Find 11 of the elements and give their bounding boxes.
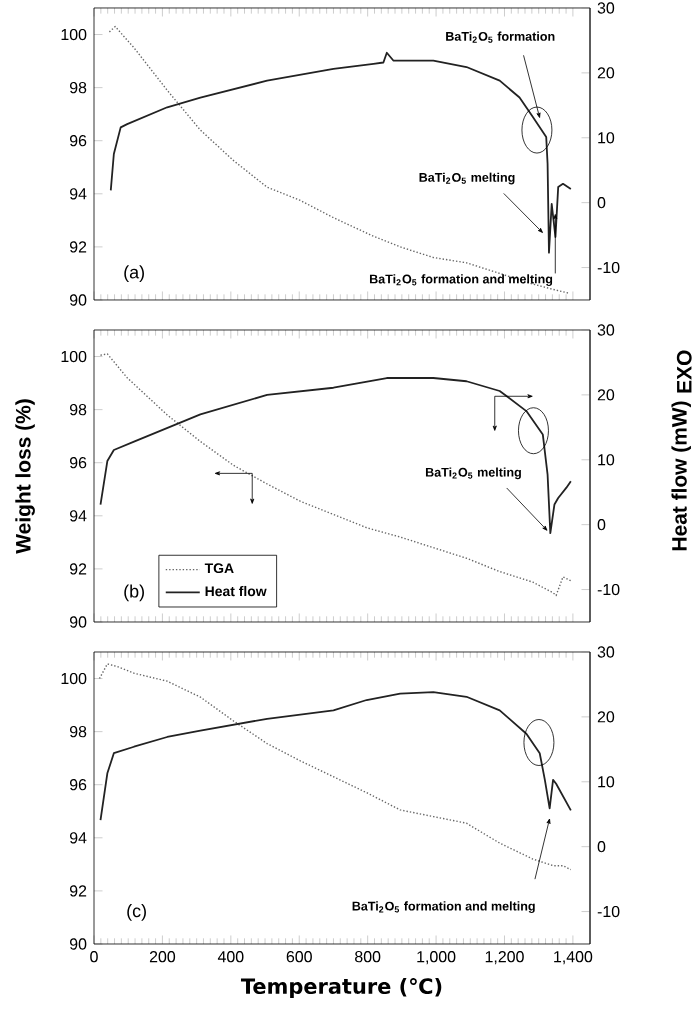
line-series bbox=[108, 25, 571, 295]
annotation: (c) bbox=[127, 904, 146, 921]
y-axis-title: Weight loss (%) bbox=[15, 399, 35, 554]
line-series bbox=[99, 691, 572, 821]
line-series bbox=[109, 51, 572, 254]
y2-axis-title: Heat flow (mW) bbox=[671, 401, 691, 551]
annotation: (a) bbox=[124, 265, 144, 283]
line-series bbox=[98, 663, 572, 871]
x-axis-title: Temperature (℃) bbox=[240, 977, 442, 999]
annotation: (b) bbox=[124, 584, 144, 602]
text: EXO bbox=[676, 350, 692, 393]
